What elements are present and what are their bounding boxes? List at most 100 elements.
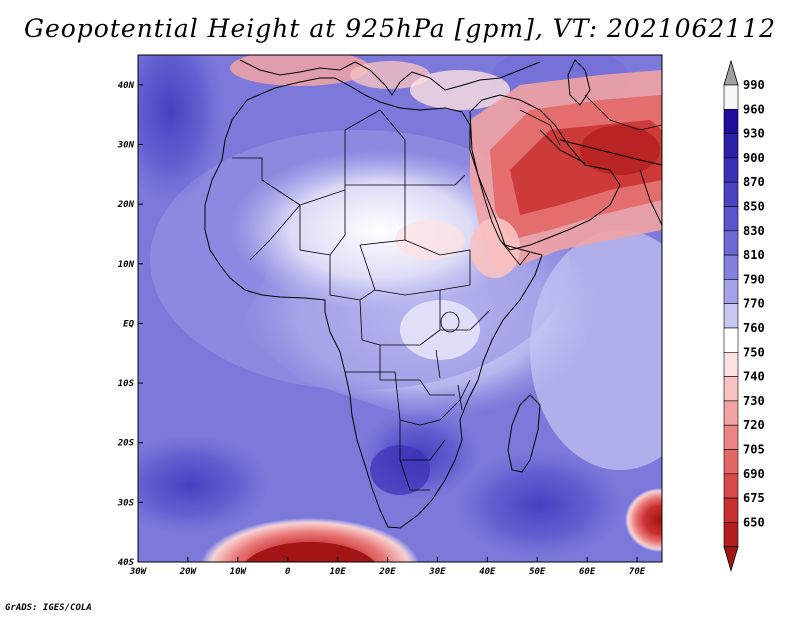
- field-sudan-light: [395, 220, 465, 260]
- colorbar-label: 730: [743, 394, 765, 408]
- madagascar: [507, 394, 541, 473]
- lon-tick-label: 20E: [378, 567, 396, 577]
- europe-coast: [239, 59, 541, 96]
- border-horn: [499, 239, 531, 266]
- field-southeast-low: [625, 488, 662, 552]
- colorbar-swatch: [723, 376, 739, 402]
- colorbar-swatch: [723, 181, 739, 207]
- field-highveld: [370, 445, 430, 495]
- colorbar-top-triangle: [723, 59, 739, 86]
- colorbar-label: 675: [743, 491, 765, 505]
- lat-tick-label: 30S: [117, 498, 135, 508]
- colorbar-swatch: [723, 254, 739, 280]
- colorbar-label: 760: [743, 321, 765, 335]
- field-horn-low: [470, 218, 520, 278]
- border-niger-chad: [345, 184, 406, 246]
- colorbar-label: 810: [743, 248, 765, 262]
- border-algeria-libya: [344, 109, 406, 141]
- india-coast: [639, 169, 662, 226]
- lake-victoria: [440, 311, 460, 333]
- border-middle-east: [519, 109, 561, 146]
- lon-tick-label: 10W: [230, 567, 248, 577]
- lake-malawi: [457, 384, 463, 411]
- border-iran-afghanistan: [584, 94, 662, 131]
- field-indian-ocean-light: [530, 230, 662, 470]
- axis-ticks: 30W 20W 10W 0 10E 20E 30E 40E 50E 60E 70E 40N 30N 20N…: [117, 81, 646, 577]
- persian-gulf: [539, 129, 586, 164]
- border-botswana: [399, 420, 446, 461]
- coastlines: [204, 59, 662, 529]
- lon-tick-label: 50E: [529, 567, 546, 577]
- lon-tick-label: 60E: [579, 567, 596, 577]
- iran-coast: [559, 139, 662, 166]
- lat-tick-label: 40S: [118, 558, 135, 568]
- lon-tick-label: 30E: [428, 567, 446, 577]
- colorbar-label: 870: [743, 175, 765, 189]
- map-frame: [137, 54, 663, 563]
- map-title: Geopotential Height at 925hPa [gpm], VT:…: [23, 14, 777, 43]
- colorbar-label: 650: [743, 515, 765, 529]
- colorbar: 990 960 930 900 870 850 830 810 790 770 760 750 740 7…: [723, 59, 765, 573]
- border-south-africa: [399, 459, 430, 491]
- lat-tick-label: EQ: [123, 319, 134, 329]
- field-southern-ocean-low-core: [245, 542, 375, 562]
- border-angola-zambia: [379, 345, 455, 396]
- colorbar-label: 850: [743, 200, 765, 214]
- lon-tick-label: 10E: [329, 567, 346, 577]
- grads-credit: GrADS: IGES/COLA: [5, 603, 92, 613]
- colorbar-swatch: [723, 424, 739, 450]
- colorbar-swatch: [723, 473, 739, 499]
- border-libya-egypt-sudan: [404, 140, 466, 186]
- field-southern-ocean-low: [200, 518, 420, 562]
- colorbar-swatch: [723, 449, 739, 475]
- colorbar-swatch: [723, 109, 739, 134]
- colorbar-label: 770: [743, 297, 765, 311]
- colorbar-swatch: [723, 497, 739, 523]
- field-sahara-light: [230, 150, 530, 310]
- border-west-africa: [249, 204, 301, 261]
- colorbar-label: 930: [743, 127, 765, 141]
- colorbar-swatch: [723, 522, 739, 548]
- lat-tick-label: 20N: [117, 200, 135, 210]
- colorbar-label: 690: [743, 467, 765, 481]
- colorbar-label: 990: [743, 78, 765, 92]
- lon-tick-label: 0: [285, 567, 291, 577]
- lake-tanganyika: [435, 349, 441, 379]
- map-field: [138, 55, 662, 562]
- field-south-indian-high: [455, 450, 625, 560]
- colorbar-swatch: [723, 327, 739, 353]
- colorbar-swatch: [723, 303, 739, 329]
- colorbar-label: 705: [743, 443, 765, 457]
- lat-tick-label: 30N: [117, 140, 135, 150]
- colorbar-label: 790: [743, 272, 765, 286]
- colorbar-swatch: [723, 157, 739, 183]
- country-borders: [232, 94, 662, 491]
- lat-tick-label: 10S: [118, 379, 135, 389]
- colorbar-swatch: [723, 230, 739, 256]
- lon-tick-label: 40E: [479, 567, 496, 577]
- colorbar-label: 740: [743, 370, 765, 384]
- field-italy-low: [350, 61, 430, 89]
- field-iran-pakistan-low: [580, 125, 660, 175]
- colorbar-swatch: [723, 400, 739, 426]
- lat-tick-label: 20S: [117, 439, 135, 449]
- colorbar-swatch: [723, 84, 739, 110]
- border-sudan: [404, 239, 471, 285]
- lat-tick-label: 10N: [118, 260, 135, 270]
- lakes: [435, 311, 463, 411]
- lon-tick-label: 70E: [629, 567, 646, 577]
- caspian-sea: [567, 59, 591, 106]
- lon-tick-label: 20W: [179, 567, 198, 577]
- border-car: [374, 284, 471, 296]
- africa-coastline: [204, 77, 543, 529]
- colorbar-bottom-triangle: [723, 546, 739, 573]
- field-south-atlantic-high: [138, 435, 270, 535]
- colorbar-swatch: [723, 133, 739, 159]
- colorbar-label: 900: [743, 151, 765, 165]
- colorbar-label: 750: [743, 345, 765, 359]
- colorbar-label: 960: [743, 102, 765, 116]
- lon-tick-label: 30W: [129, 567, 148, 577]
- colorbar-swatch: [723, 206, 739, 232]
- lat-tick-label: 40N: [118, 81, 135, 91]
